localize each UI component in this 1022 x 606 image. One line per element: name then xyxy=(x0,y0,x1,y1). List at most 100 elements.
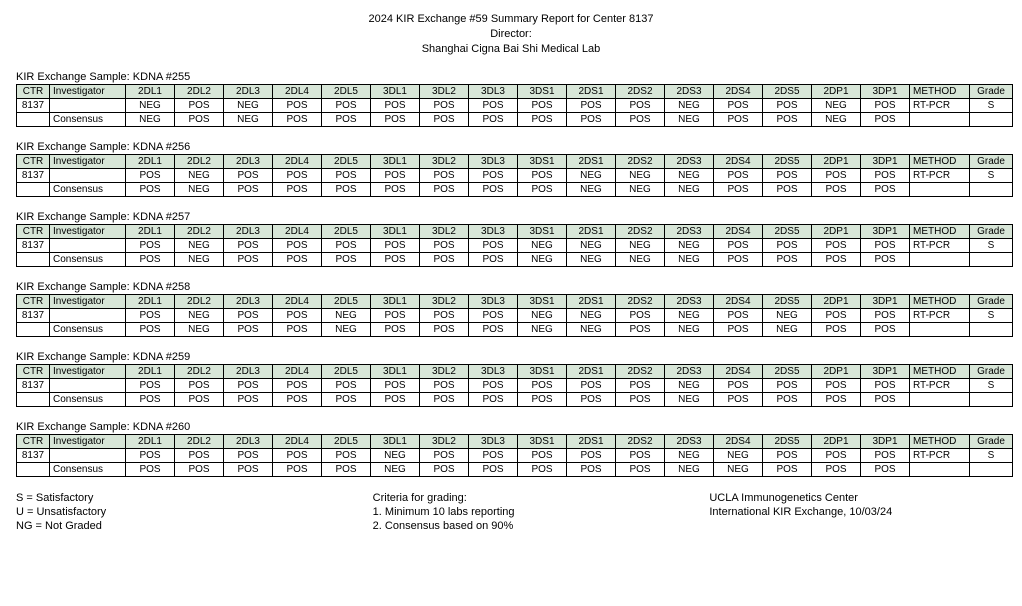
col-locus: 3DP1 xyxy=(861,434,910,448)
cell-value: NEG xyxy=(665,168,714,182)
cell-method: RT-PCR xyxy=(910,168,970,182)
col-locus: 3DL2 xyxy=(420,154,469,168)
cell-value: POS xyxy=(469,168,518,182)
cell-value: POS xyxy=(567,462,616,476)
cell-investigator: Consensus xyxy=(50,392,126,406)
sample-block: KIR Exchange Sample: KDNA #260CTRInvesti… xyxy=(16,421,1006,477)
cell-value: POS xyxy=(273,448,322,462)
col-locus: 2DS5 xyxy=(763,224,812,238)
col-locus: 2DL2 xyxy=(175,434,224,448)
cell-value: POS xyxy=(273,392,322,406)
cell-value: NEG xyxy=(518,252,567,266)
col-ctr: CTR xyxy=(17,294,50,308)
cell-value: POS xyxy=(861,252,910,266)
cell-value: POS xyxy=(469,238,518,252)
cell-value: POS xyxy=(420,112,469,126)
cell-value: POS xyxy=(175,392,224,406)
col-locus: 2DS5 xyxy=(763,84,812,98)
col-locus: 2DS1 xyxy=(567,364,616,378)
col-locus: 3DL1 xyxy=(371,224,420,238)
col-locus: 2DS5 xyxy=(763,364,812,378)
cell-value: POS xyxy=(126,322,175,336)
cell-grade xyxy=(970,322,1013,336)
cell-value: POS xyxy=(126,378,175,392)
col-ctr: CTR xyxy=(17,224,50,238)
col-locus: 2DS4 xyxy=(714,154,763,168)
cell-value: POS xyxy=(763,168,812,182)
col-locus: 2DL2 xyxy=(175,154,224,168)
cell-value: POS xyxy=(469,448,518,462)
col-investigator: Investigator xyxy=(50,364,126,378)
table-row-consensus: ConsensusNEGPOSNEGPOSPOSPOSPOSPOSPOSPOSP… xyxy=(17,112,1013,126)
cell-value: POS xyxy=(322,378,371,392)
col-locus: 2DS2 xyxy=(616,224,665,238)
col-locus: 2DL5 xyxy=(322,224,371,238)
table-row-center: 8137POSNEGPOSPOSPOSPOSPOSPOSPOSNEGNEGNEG… xyxy=(17,168,1013,182)
cell-value: NEG xyxy=(567,322,616,336)
cell-investigator xyxy=(50,168,126,182)
col-locus: 2DL3 xyxy=(224,434,273,448)
cell-method xyxy=(910,112,970,126)
cell-value: POS xyxy=(812,462,861,476)
cell-value: POS xyxy=(714,168,763,182)
cell-value: POS xyxy=(812,238,861,252)
col-locus: 2DL3 xyxy=(224,294,273,308)
cell-ctr: 8137 xyxy=(17,238,50,252)
col-grade: Grade xyxy=(970,84,1013,98)
cell-value: POS xyxy=(371,112,420,126)
cell-method xyxy=(910,252,970,266)
col-ctr: CTR xyxy=(17,84,50,98)
col-locus: 2DS3 xyxy=(665,294,714,308)
sample-table: CTRInvestigator2DL12DL22DL32DL42DL53DL13… xyxy=(16,434,1013,477)
cell-value: NEG xyxy=(665,112,714,126)
cell-value: POS xyxy=(224,182,273,196)
cell-value: POS xyxy=(371,168,420,182)
cell-value: NEG xyxy=(812,112,861,126)
col-method: METHOD xyxy=(910,84,970,98)
cell-value: POS xyxy=(224,308,273,322)
cell-value: NEG xyxy=(665,378,714,392)
cell-value: POS xyxy=(518,98,567,112)
cell-value: POS xyxy=(714,378,763,392)
col-locus: 3DL2 xyxy=(420,84,469,98)
col-ctr: CTR xyxy=(17,364,50,378)
cell-value: NEG xyxy=(126,112,175,126)
cell-value: NEG xyxy=(518,238,567,252)
table-row-consensus: ConsensusPOSPOSPOSPOSPOSPOSPOSPOSPOSPOSP… xyxy=(17,392,1013,406)
cell-value: POS xyxy=(420,378,469,392)
cell-value: POS xyxy=(469,112,518,126)
cell-value: NEG xyxy=(714,448,763,462)
cell-value: POS xyxy=(616,392,665,406)
cell-value: POS xyxy=(420,462,469,476)
sample-block: KIR Exchange Sample: KDNA #256CTRInvesti… xyxy=(16,141,1006,197)
cell-value: POS xyxy=(126,238,175,252)
col-locus: 2DL2 xyxy=(175,84,224,98)
cell-value: POS xyxy=(616,462,665,476)
cell-value: POS xyxy=(420,98,469,112)
cell-value: POS xyxy=(812,308,861,322)
cell-value: NEG xyxy=(175,168,224,182)
cell-value: POS xyxy=(616,112,665,126)
cell-value: POS xyxy=(224,168,273,182)
col-locus: 2DL4 xyxy=(273,434,322,448)
cell-grade xyxy=(970,392,1013,406)
cell-value: NEG xyxy=(616,238,665,252)
col-locus: 2DL2 xyxy=(175,224,224,238)
cell-value: POS xyxy=(567,378,616,392)
cell-value: NEG xyxy=(665,322,714,336)
cell-grade: S xyxy=(970,98,1013,112)
cell-method xyxy=(910,322,970,336)
cell-value: POS xyxy=(518,392,567,406)
cell-value: POS xyxy=(322,112,371,126)
cell-value: POS xyxy=(273,182,322,196)
col-method: METHOD xyxy=(910,364,970,378)
cell-value: POS xyxy=(224,378,273,392)
cell-value: POS xyxy=(616,448,665,462)
legend-u: U = Unsatisfactory xyxy=(16,505,313,519)
cell-value: POS xyxy=(861,462,910,476)
cell-value: NEG xyxy=(812,98,861,112)
sample-table: CTRInvestigator2DL12DL22DL32DL42DL53DL13… xyxy=(16,84,1013,127)
col-locus: 2DS5 xyxy=(763,154,812,168)
cell-investigator xyxy=(50,378,126,392)
cell-value: POS xyxy=(322,168,371,182)
